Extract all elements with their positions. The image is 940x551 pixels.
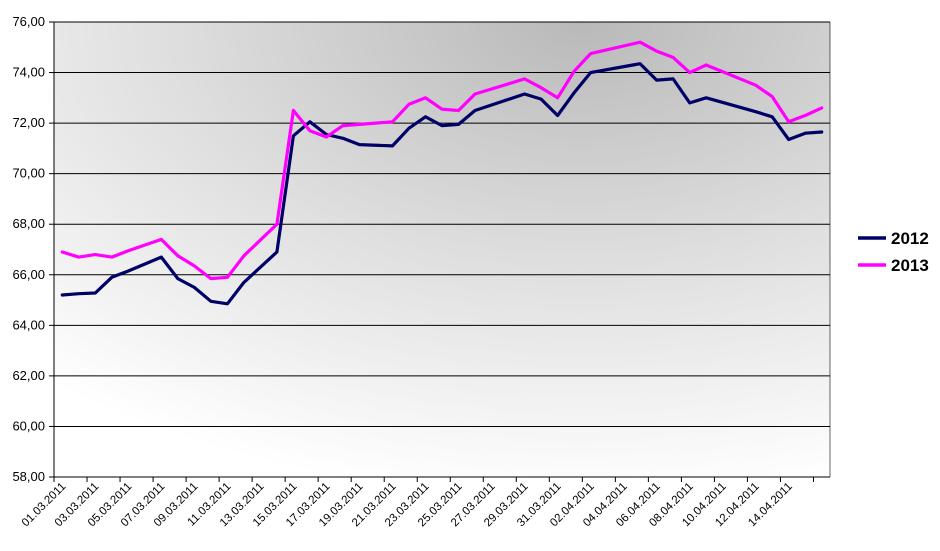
plot-area [54, 22, 830, 477]
series-lines [60, 40, 824, 306]
y-tick-label: 66,00 [12, 267, 45, 282]
series-line-2013 [60, 40, 824, 281]
series-line-2012 [60, 62, 824, 306]
legend-label-2013: 2013 [891, 256, 929, 275]
legend: 2012 2013 [858, 229, 929, 275]
y-tick-label: 72,00 [12, 115, 45, 130]
y-tick-label: 74,00 [12, 65, 45, 80]
legend-label-2012: 2012 [891, 229, 929, 248]
y-tick-label: 60,00 [12, 418, 45, 433]
y-tick-label: 76,00 [12, 14, 45, 29]
axes [53, 21, 831, 478]
x-axis-ticks: 01.03.201103.03.201105.03.201107.03.2011… [20, 477, 814, 529]
y-tick-label: 64,00 [12, 317, 45, 332]
y-tick-label: 70,00 [12, 166, 45, 181]
y-tick-label: 68,00 [12, 216, 45, 231]
y-tick-label: 62,00 [12, 368, 45, 383]
y-tick-label: 58,00 [12, 469, 45, 484]
y-axis-ticks: 58,00 60,00 62,00 64,00 66,00 68,00 70,00 72,00… [12, 14, 54, 484]
